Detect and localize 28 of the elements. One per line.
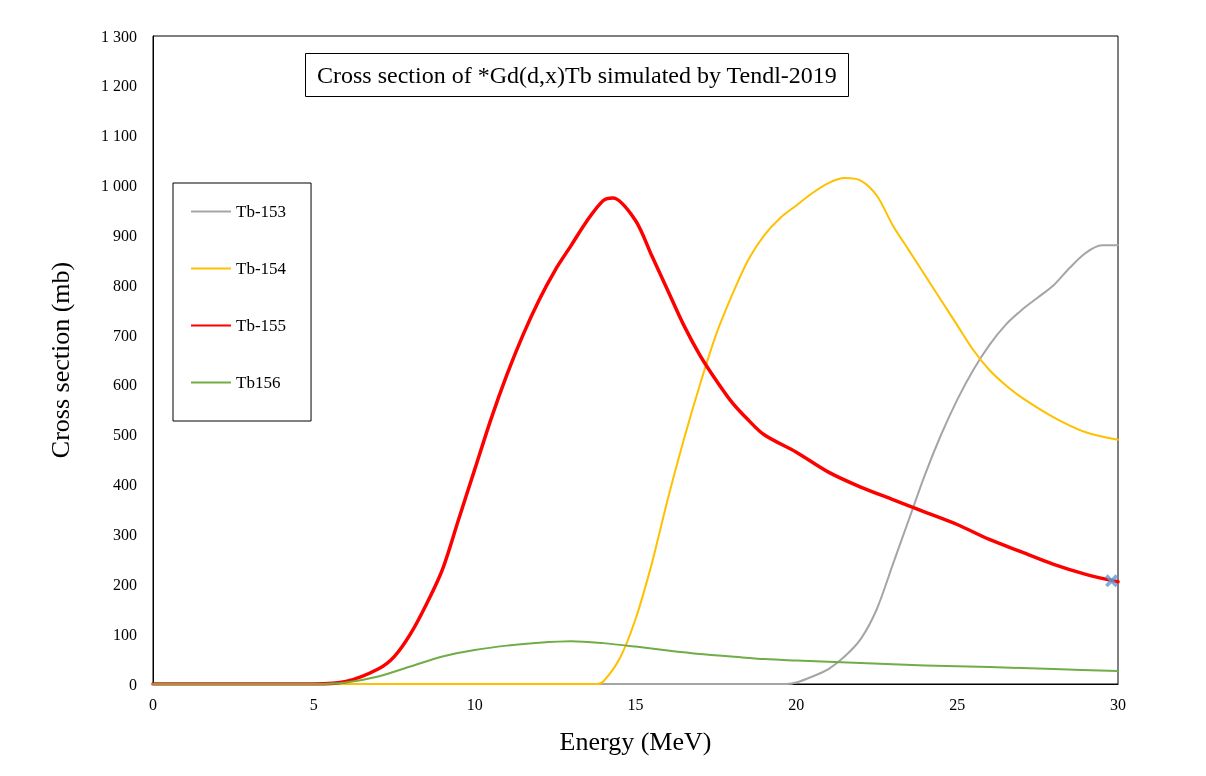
y-tick-label: 700: [113, 326, 137, 344]
y-axis-title: Cross section (mb): [45, 261, 75, 459]
y-tick-label: 1 300: [101, 27, 137, 45]
y-tick-label: 0: [129, 675, 137, 693]
x-tick-label: 10: [466, 695, 483, 713]
text: Cross section of *Gd(d,x)Tb simulated by Tendl-2019: [317, 62, 837, 88]
y-tick-label: 300: [113, 525, 137, 543]
legend-label: Tb156: [236, 373, 281, 392]
x-axis-title: Energy (MeV): [559, 726, 712, 756]
x-tick-label: 0: [149, 695, 157, 713]
legend-label: Tb-153: [236, 202, 287, 221]
y-tick-label: 1 000: [101, 177, 137, 195]
x-tick-label: 5: [309, 695, 318, 713]
legend-label: Tb-154: [236, 259, 287, 278]
y-tick-label: 100: [113, 625, 137, 643]
y-tick-label: 400: [113, 476, 137, 494]
y-tick-label: 200: [113, 575, 137, 593]
y-tick-label: 1 100: [101, 127, 137, 145]
y-tick-label: 800: [113, 276, 137, 294]
y-tick-label: 1 200: [101, 77, 137, 95]
y-tick-label: 500: [113, 426, 137, 444]
y-tick-label: 900: [113, 226, 137, 244]
x-tick-label: 20: [788, 695, 805, 713]
x-tick-label: 25: [949, 695, 966, 713]
x-tick-label: 30: [1110, 695, 1126, 713]
x-tick-label: 15: [627, 695, 644, 713]
legend-label: Tb-155: [236, 316, 287, 335]
y-tick-label: 600: [113, 376, 137, 394]
